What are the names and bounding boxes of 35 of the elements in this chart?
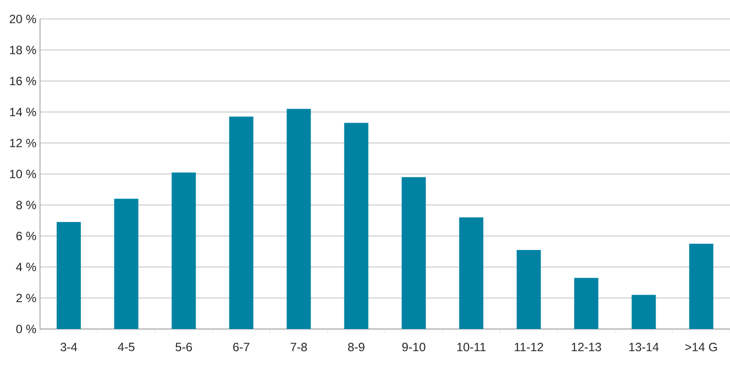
- x-tick-label: 3-4: [60, 342, 78, 352]
- x-tick-label: >14 G: [685, 342, 717, 352]
- y-tick-label: 10 %: [10, 170, 36, 178]
- bar: [56, 222, 81, 329]
- bar: [286, 108, 311, 329]
- bar: [574, 278, 598, 329]
- bar: [114, 198, 138, 329]
- bar: [229, 116, 254, 329]
- x-tick-label: 12-13: [572, 342, 602, 352]
- x-tick-label: 5-6: [176, 342, 192, 352]
- y-tick-label: 0 %: [16, 324, 36, 334]
- y-tick-label: 12 %: [10, 138, 36, 148]
- x-tick-label: 9-10: [402, 342, 426, 352]
- bar: [344, 122, 368, 329]
- x-tick-label: 8-9: [348, 342, 364, 352]
- y-tick-label: 14 %: [10, 108, 36, 116]
- y-tick-label: 16 %: [10, 76, 36, 86]
- x-tick-label: 4-5: [118, 342, 134, 352]
- bar: [632, 294, 656, 329]
- bar: [402, 177, 426, 329]
- y-tick-label: 6 %: [16, 232, 36, 240]
- y-tick-label: 2 %: [16, 294, 36, 302]
- y-tick-label: 4 %: [16, 262, 36, 272]
- bar: [689, 244, 714, 329]
- x-tick-label: 11-12: [514, 342, 544, 352]
- x-tick-label: 10-11: [457, 342, 486, 352]
- bar: [172, 172, 196, 329]
- bar: [459, 217, 484, 329]
- bar: [516, 250, 541, 329]
- y-tick-label: 18 %: [10, 46, 36, 54]
- x-tick-label: 13-14: [629, 342, 659, 352]
- y-tick-label: 20 %: [10, 14, 36, 24]
- x-tick-label: 7-8: [290, 342, 307, 352]
- x-tick-label: 6-7: [233, 342, 250, 352]
- y-tick-label: 8 %: [16, 200, 36, 210]
